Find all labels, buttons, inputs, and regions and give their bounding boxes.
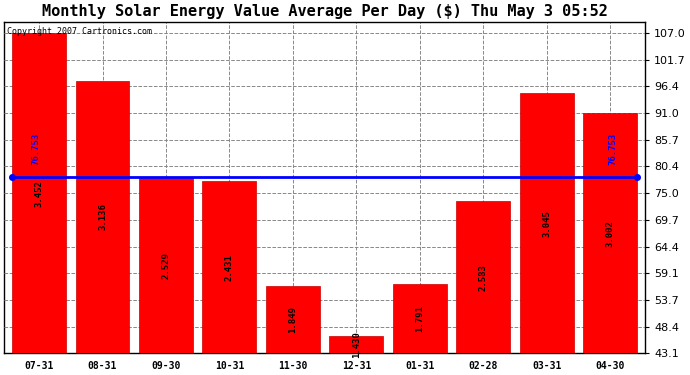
Title: Monthly Solar Energy Value Average Per Day ($) Thu May 3 05:52: Monthly Solar Energy Value Average Per D… — [41, 4, 607, 19]
Text: 76.753: 76.753 — [31, 133, 41, 165]
Bar — [456, 201, 510, 353]
Text: 2.431: 2.431 — [225, 254, 234, 280]
Text: 2.583: 2.583 — [479, 264, 488, 291]
Text: 3.452: 3.452 — [34, 180, 43, 207]
Text: 2.529: 2.529 — [161, 252, 170, 279]
Text: 3.045: 3.045 — [542, 210, 551, 237]
Text: 76.753: 76.753 — [609, 133, 618, 165]
Bar — [520, 93, 573, 353]
Text: 1.849: 1.849 — [288, 306, 297, 333]
Text: 3.002: 3.002 — [606, 220, 615, 247]
Bar — [139, 178, 193, 353]
Bar — [329, 336, 384, 353]
Text: 3.136: 3.136 — [98, 204, 107, 231]
Bar — [12, 33, 66, 353]
Text: 1.430: 1.430 — [352, 331, 361, 358]
Bar — [583, 113, 637, 353]
Bar — [393, 284, 446, 353]
Text: 1.791: 1.791 — [415, 305, 424, 332]
Bar — [75, 81, 130, 353]
Text: Copyright 2007 Cartronics.com: Copyright 2007 Cartronics.com — [8, 27, 152, 36]
Bar — [202, 181, 257, 353]
Bar — [266, 286, 320, 353]
